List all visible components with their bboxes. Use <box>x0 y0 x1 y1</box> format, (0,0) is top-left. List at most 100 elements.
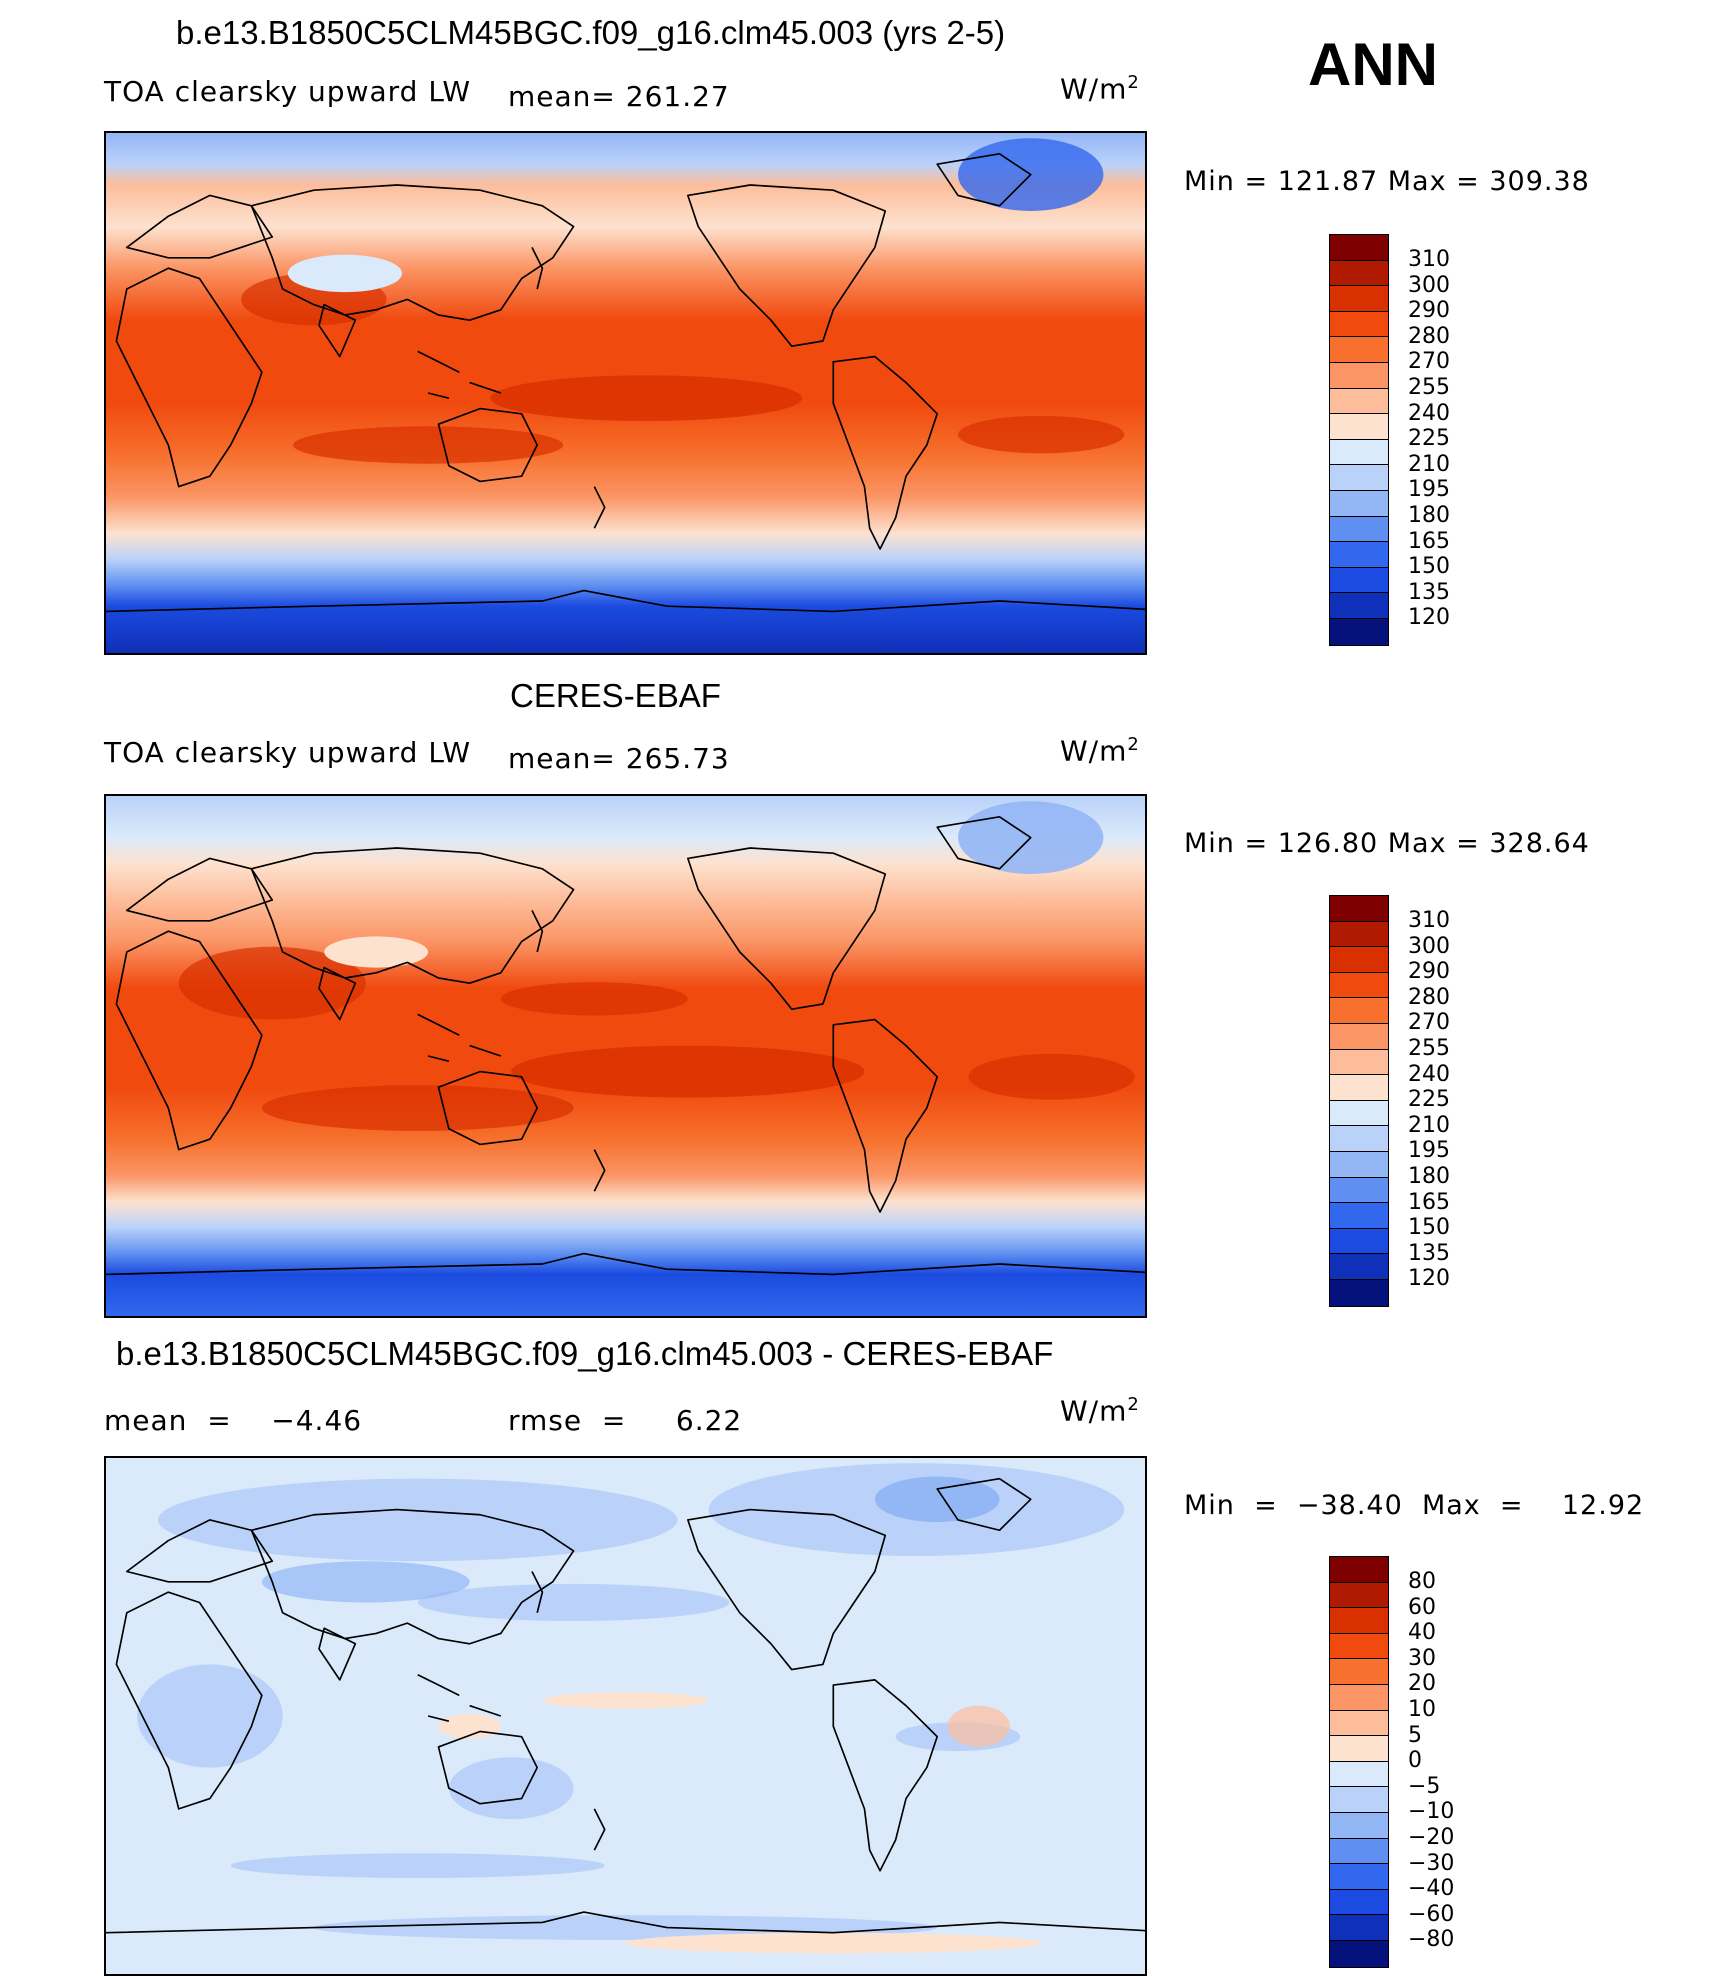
colorbar-swatch <box>1330 972 1388 999</box>
colorbar-swatch <box>1330 439 1388 466</box>
colorbar-swatch <box>1330 362 1388 389</box>
colorbar-label: −60 <box>1408 1901 1455 1927</box>
colorbar-label: 0 <box>1408 1748 1422 1774</box>
colorbar-swatch <box>1330 1254 1388 1280</box>
panel1-minmax: Min = 121.87 Max = 309.38 <box>1184 166 1590 197</box>
colorbar-swatch <box>1330 1787 1388 1813</box>
colorbar-label: −5 <box>1408 1773 1441 1799</box>
colorbar-swatch <box>1330 1915 1388 1941</box>
colorbar-label: −10 <box>1408 1799 1455 1825</box>
colorbar-swatch <box>1330 921 1388 948</box>
colorbar-label: 225 <box>1408 426 1450 452</box>
colorbar-swatch <box>1330 235 1388 261</box>
colorbar-label: 165 <box>1408 1189 1450 1215</box>
colorbar-swatch <box>1330 516 1388 543</box>
colorbar-swatch <box>1330 1684 1388 1711</box>
colorbar-swatch <box>1330 567 1388 594</box>
colorbar-swatch <box>1330 1126 1388 1152</box>
panel2-variable: TOA clearsky upward LW <box>104 736 472 769</box>
panel1-colorbar <box>1329 234 1389 646</box>
colorbar-swatch <box>1330 1659 1388 1685</box>
colorbar-swatch <box>1330 286 1388 312</box>
colorbar-swatch <box>1330 1203 1388 1229</box>
colorbar-label: −30 <box>1408 1850 1455 1876</box>
colorbar-label: 240 <box>1408 400 1450 426</box>
panel3-colorbar-labels: 80 60 40 30 20 10 5 0 −5 −10 −20 −30 −40 −60 −80 <box>1408 1569 1454 1953</box>
colorbar-label: 120 <box>1408 1266 1450 1292</box>
colorbar-label: 150 <box>1408 554 1450 580</box>
colorbar-label: 280 <box>1408 323 1450 349</box>
colorbar-swatch <box>1330 1557 1388 1583</box>
colorbar-label: 135 <box>1408 579 1450 605</box>
panel2-units: W/m2 <box>1060 734 1140 768</box>
colorbar-label: 270 <box>1408 1010 1450 1036</box>
panel2-mean: mean= 265.73 <box>508 742 730 775</box>
panel1-map <box>104 131 1147 655</box>
colorbar-label: 60 <box>1408 1594 1436 1620</box>
colorbar-swatch <box>1330 542 1388 568</box>
colorbar-swatch <box>1330 998 1388 1024</box>
colorbar-swatch <box>1330 1177 1388 1204</box>
colorbar-label: 20 <box>1408 1671 1436 1697</box>
panel3-mean: mean = −4.46 <box>104 1404 363 1437</box>
panel3-rmse: rmse = 6.22 <box>508 1404 743 1437</box>
colorbar-label: 10 <box>1408 1696 1436 1722</box>
panel2-title: CERES-EBAF <box>510 677 721 714</box>
colorbar-swatch <box>1330 1023 1388 1050</box>
panel2-map <box>104 794 1147 1318</box>
colorbar-swatch <box>1330 1940 1388 1967</box>
colorbar-swatch <box>1330 311 1388 338</box>
panel3-colorbar <box>1329 1556 1389 1968</box>
colorbar-swatch <box>1330 1151 1388 1178</box>
colorbar-swatch <box>1330 388 1388 415</box>
colorbar-swatch <box>1330 465 1388 491</box>
colorbar-label: 150 <box>1408 1215 1450 1241</box>
colorbar-label: 5 <box>1408 1722 1422 1748</box>
colorbar-swatch <box>1330 1049 1388 1076</box>
colorbar-label: 180 <box>1408 1163 1450 1189</box>
colorbar-label: 280 <box>1408 984 1450 1010</box>
colorbar-label: 40 <box>1408 1620 1436 1646</box>
colorbar-label: −20 <box>1408 1824 1455 1850</box>
panel1-title: b.e13.B1850C5CLM45BGC.f09_g16.clm45.003 … <box>176 14 1006 51</box>
colorbar-swatch <box>1330 947 1388 973</box>
colorbar-swatch <box>1330 337 1388 363</box>
colorbar-label: 135 <box>1408 1240 1450 1266</box>
panel1-units: W/m2 <box>1060 72 1140 106</box>
colorbar-label: 225 <box>1408 1087 1450 1113</box>
colorbar-swatch <box>1330 896 1388 922</box>
colorbar-swatch <box>1330 1075 1388 1101</box>
panel3-map <box>104 1456 1147 1976</box>
colorbar-label: 290 <box>1408 959 1450 985</box>
colorbar-label: 195 <box>1408 1138 1450 1164</box>
colorbar-swatch <box>1330 1608 1388 1634</box>
colorbar-label: 165 <box>1408 528 1450 554</box>
colorbar-label: 300 <box>1408 272 1450 298</box>
colorbar-swatch <box>1330 1582 1388 1609</box>
colorbar-swatch <box>1330 1838 1388 1865</box>
colorbar-label: 310 <box>1408 908 1450 933</box>
colorbar-label: 270 <box>1408 349 1450 375</box>
colorbar-label: −40 <box>1408 1876 1455 1902</box>
colorbar-swatch <box>1330 1100 1388 1127</box>
panel2-colorbar <box>1329 895 1389 1307</box>
colorbar-label: 310 <box>1408 247 1450 272</box>
panel3-units: W/m2 <box>1060 1394 1140 1428</box>
colorbar-label: 210 <box>1408 1112 1450 1138</box>
colorbar-swatch <box>1330 490 1388 517</box>
colorbar-label: 240 <box>1408 1061 1450 1087</box>
panel1-variable: TOA clearsky upward LW <box>104 75 472 108</box>
colorbar-swatch <box>1330 1736 1388 1762</box>
colorbar-swatch <box>1330 414 1388 440</box>
colorbar-label: 195 <box>1408 477 1450 503</box>
colorbar-swatch <box>1330 1812 1388 1839</box>
colorbar-swatch <box>1330 260 1388 287</box>
colorbar-label: 255 <box>1408 1035 1450 1061</box>
colorbar-swatch <box>1330 1864 1388 1890</box>
season-label: ANN <box>1308 31 1438 98</box>
colorbar-swatch <box>1330 1710 1388 1737</box>
colorbar-swatch <box>1330 593 1388 619</box>
colorbar-swatch <box>1330 1228 1388 1255</box>
colorbar-label: 290 <box>1408 298 1450 324</box>
colorbar-label: 210 <box>1408 451 1450 477</box>
